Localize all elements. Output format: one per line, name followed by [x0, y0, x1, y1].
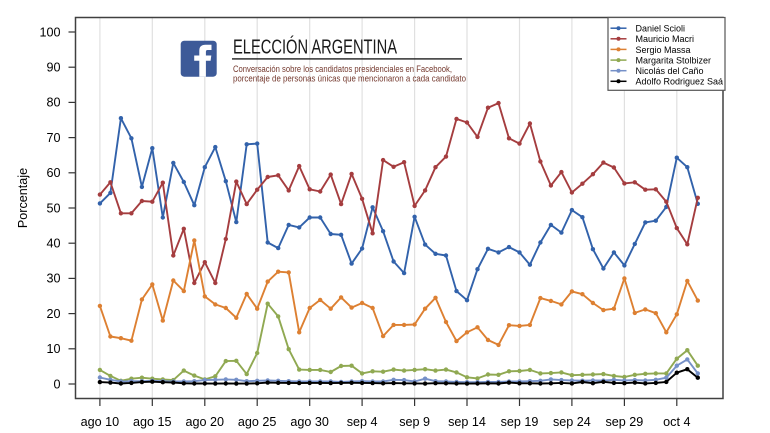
svg-text:sep 19: sep 19 — [501, 415, 539, 429]
svg-text:80: 80 — [46, 96, 60, 110]
svg-text:100: 100 — [39, 25, 60, 39]
svg-text:Porcentaje: Porcentaje — [16, 168, 30, 228]
svg-text:Sergio Massa: Sergio Massa — [636, 45, 691, 55]
svg-text:40: 40 — [46, 237, 60, 251]
svg-text:porcentaje de personas únicas: porcentaje de personas únicas que mencio… — [233, 74, 466, 84]
svg-text:Daniel Scioli: Daniel Scioli — [636, 24, 686, 34]
svg-text:Margarita Stolbizer: Margarita Stolbizer — [636, 56, 712, 66]
svg-text:30: 30 — [46, 272, 60, 286]
svg-text:sep 29: sep 29 — [605, 415, 643, 429]
svg-text:sep 9: sep 9 — [399, 415, 430, 429]
svg-text:ago 15: ago 15 — [133, 415, 172, 429]
svg-text:10: 10 — [46, 342, 60, 356]
svg-text:Adolfo Rodriguez Saá: Adolfo Rodriguez Saá — [636, 77, 724, 87]
svg-text:Mauricio Macri: Mauricio Macri — [636, 34, 695, 44]
svg-text:20: 20 — [46, 307, 60, 321]
svg-text:oct 4: oct 4 — [663, 415, 690, 429]
svg-text:ago 25: ago 25 — [238, 415, 277, 429]
svg-text:50: 50 — [46, 201, 60, 215]
svg-text:ELECCIÓN ARGENTINA: ELECCIÓN ARGENTINA — [233, 35, 397, 58]
svg-text:sep 24: sep 24 — [553, 415, 591, 429]
svg-text:60: 60 — [46, 166, 60, 180]
svg-text:Nicolás del Caño: Nicolás del Caño — [636, 66, 704, 76]
svg-text:Conversación sobre los candida: Conversación sobre los candidatos presid… — [233, 64, 452, 74]
svg-text:90: 90 — [46, 61, 60, 75]
svg-text:0: 0 — [53, 377, 60, 391]
svg-text:sep 4: sep 4 — [347, 415, 378, 429]
svg-text:ago 20: ago 20 — [186, 415, 225, 429]
svg-text:ago 30: ago 30 — [290, 415, 329, 429]
svg-text:ago 10: ago 10 — [81, 415, 120, 429]
svg-text:sep 14: sep 14 — [448, 415, 486, 429]
svg-text:70: 70 — [46, 131, 60, 145]
